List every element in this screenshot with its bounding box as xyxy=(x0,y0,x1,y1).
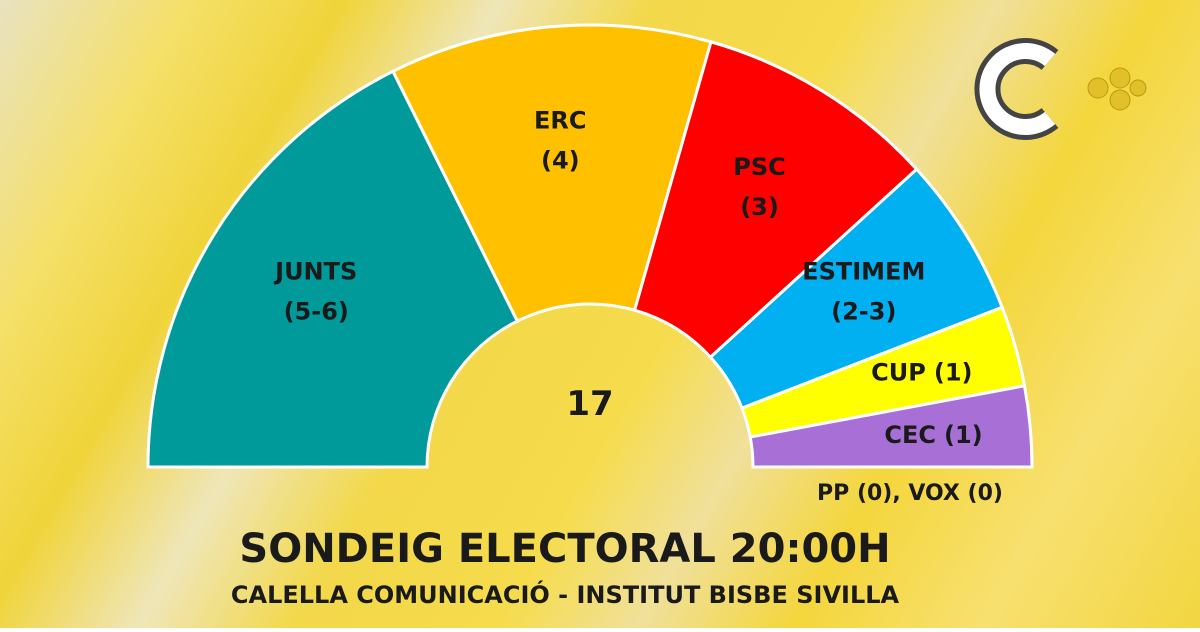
segment-label: ERC (4) xyxy=(534,106,587,174)
segment-label: CUP (1) xyxy=(871,359,972,387)
seat-label: (5-6) xyxy=(284,297,349,325)
party-name: PSC xyxy=(733,153,786,181)
seat-segment xyxy=(632,40,919,360)
seat-segment xyxy=(146,69,520,469)
seat-segment xyxy=(748,384,1034,469)
seat-label: (4) xyxy=(541,146,580,174)
logo xyxy=(974,38,1147,140)
chart-subtitle: CALELLA COMUNICACIÓ - INSTITUT BISBE SIV… xyxy=(231,579,900,609)
segment-label: CEC (1) xyxy=(884,421,982,449)
note: PP (0), VOX (0) xyxy=(817,481,1003,506)
party-name: CUP xyxy=(871,359,926,387)
segment-label: JUNTS (5-6) xyxy=(273,257,357,325)
segment-label: PSC (3) xyxy=(733,153,786,221)
seat-segment xyxy=(390,23,713,324)
segment-label: ESTIMEM (2-3) xyxy=(802,257,925,325)
party-name: JUNTS xyxy=(273,257,357,285)
seat-label: (1) xyxy=(934,359,973,387)
seat-label: (1) xyxy=(944,421,983,449)
chart-title: SONDEIG ELECTORAL 20:00H xyxy=(239,526,890,572)
seat-label: (3) xyxy=(740,193,779,221)
total-seats: 17 xyxy=(566,384,613,424)
party-name: ESTIMEM xyxy=(802,257,925,285)
party-name: ERC xyxy=(534,106,587,134)
party-name: CEC xyxy=(884,421,936,449)
seat-label: (2-3) xyxy=(831,297,896,325)
